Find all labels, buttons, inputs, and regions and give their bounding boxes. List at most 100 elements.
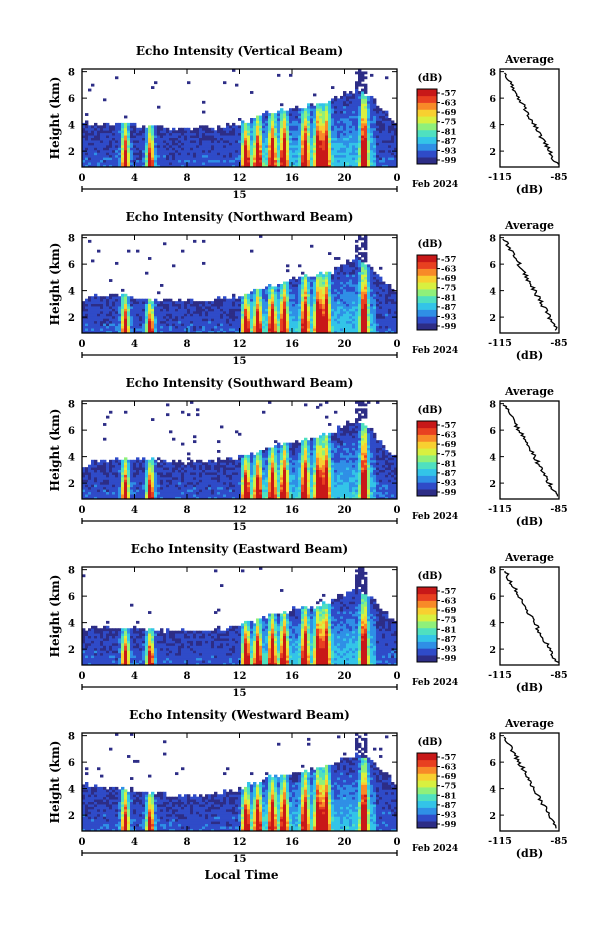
- echo-cell: [256, 144, 260, 148]
- echo-cell: [367, 103, 371, 107]
- echo-cell: [298, 301, 302, 304]
- echo-cell: [217, 125, 221, 129]
- echo-cell: [286, 310, 290, 314]
- echo-cell: [229, 157, 233, 161]
- echo-cell: [307, 293, 311, 297]
- echo-cell: [298, 293, 302, 297]
- echo-cell: [310, 298, 314, 302]
- avg-y-tick-label: 6: [489, 94, 496, 105]
- echo-cell: [343, 100, 347, 104]
- echo-cell: [157, 142, 161, 146]
- echo-cell: [316, 313, 320, 317]
- avg-x-tick-label: -85: [550, 172, 567, 183]
- echo-cell: [340, 288, 344, 292]
- echo-cell: [286, 152, 290, 156]
- echo-cell: [259, 288, 263, 292]
- echo-cell: [214, 325, 218, 329]
- echo-cell: [118, 122, 122, 126]
- echo-cell: [328, 120, 332, 124]
- echo-cell: [109, 467, 113, 470]
- echo-cell: [133, 489, 137, 493]
- echo-cell: [157, 462, 161, 466]
- echo-cell: [223, 320, 227, 324]
- echo-cell: [250, 298, 254, 302]
- echo-cell: [337, 105, 341, 109]
- echo-cell: [325, 318, 329, 322]
- echo-cell: [97, 162, 101, 165]
- echo-cell: [310, 142, 314, 146]
- echo-cell: [139, 479, 143, 483]
- echo-cell: [277, 120, 281, 124]
- echo-cell: [253, 330, 257, 333]
- echo-cell: [358, 323, 362, 327]
- echo-cell: [304, 110, 308, 114]
- echo-cell: [202, 142, 206, 146]
- echo-cell: [310, 320, 314, 324]
- echo-cell: [385, 313, 389, 317]
- echo-cell: [154, 147, 158, 151]
- echo-cell: [310, 318, 314, 322]
- echo-cell: [376, 115, 380, 119]
- echo-cell: [175, 137, 179, 141]
- echo-cell: [223, 154, 227, 158]
- echo-cell: [106, 310, 110, 314]
- echo-cell: [121, 496, 125, 499]
- echo-cell: [94, 467, 98, 470]
- echo-cell: [154, 328, 158, 331]
- echo-cell: [208, 142, 212, 146]
- echo-cell: [100, 127, 104, 131]
- echo-cell: [241, 130, 245, 134]
- echo-cell: [289, 301, 293, 304]
- echo-cell: [136, 132, 140, 136]
- echo-cell: [304, 132, 308, 136]
- echo-cell: [328, 164, 332, 167]
- echo-cell: [160, 308, 164, 312]
- echo-cell: [346, 140, 350, 143]
- echo-cell: [367, 320, 371, 324]
- echo-cell: [352, 132, 356, 136]
- echo-cell: [163, 132, 167, 136]
- echo-cell: [97, 486, 101, 490]
- echo-cell: [184, 135, 188, 138]
- echo-cell: [82, 318, 86, 322]
- echo-cell: [196, 154, 200, 158]
- echo-cell: [94, 135, 98, 138]
- echo-cell: [103, 323, 107, 327]
- echo-cell: [337, 110, 341, 114]
- echo-cell: [178, 152, 182, 156]
- echo-cell: [370, 132, 374, 136]
- echo-cell: [394, 310, 397, 314]
- echo-cell: [352, 298, 356, 302]
- echo-cell: [352, 274, 356, 278]
- echo-cell: [100, 154, 104, 158]
- echo-cell: [106, 320, 110, 324]
- echo-cell: [97, 323, 101, 327]
- echo-cell: [325, 271, 329, 275]
- echo-cell: [367, 291, 371, 295]
- echo-cell: [259, 127, 263, 131]
- x-tick-label: 20: [338, 173, 352, 184]
- echo-cell: [355, 142, 359, 146]
- echo-cell: [94, 154, 98, 158]
- echo-cell: [217, 130, 221, 134]
- echo-cell: [325, 157, 329, 161]
- echo-cell: [250, 91, 254, 94]
- echo-cell: [346, 286, 350, 290]
- echo-cell: [238, 296, 242, 300]
- echo-cell: [100, 164, 104, 167]
- echo-cell: [295, 125, 299, 129]
- echo-cell: [358, 298, 362, 302]
- echo-cell: [172, 301, 176, 304]
- echo-cell: [133, 325, 137, 329]
- echo-cell: [169, 313, 173, 317]
- echo-cell: [322, 144, 326, 148]
- echo-cell: [178, 330, 182, 333]
- echo-cell: [142, 130, 146, 134]
- echo-cell: [142, 315, 146, 319]
- echo-cell: [85, 467, 89, 470]
- echo-cell: [88, 164, 92, 167]
- echo-cell: [361, 259, 365, 263]
- echo-cell: [127, 325, 131, 329]
- echo-cell: [145, 303, 149, 307]
- echo-cell: [130, 459, 134, 463]
